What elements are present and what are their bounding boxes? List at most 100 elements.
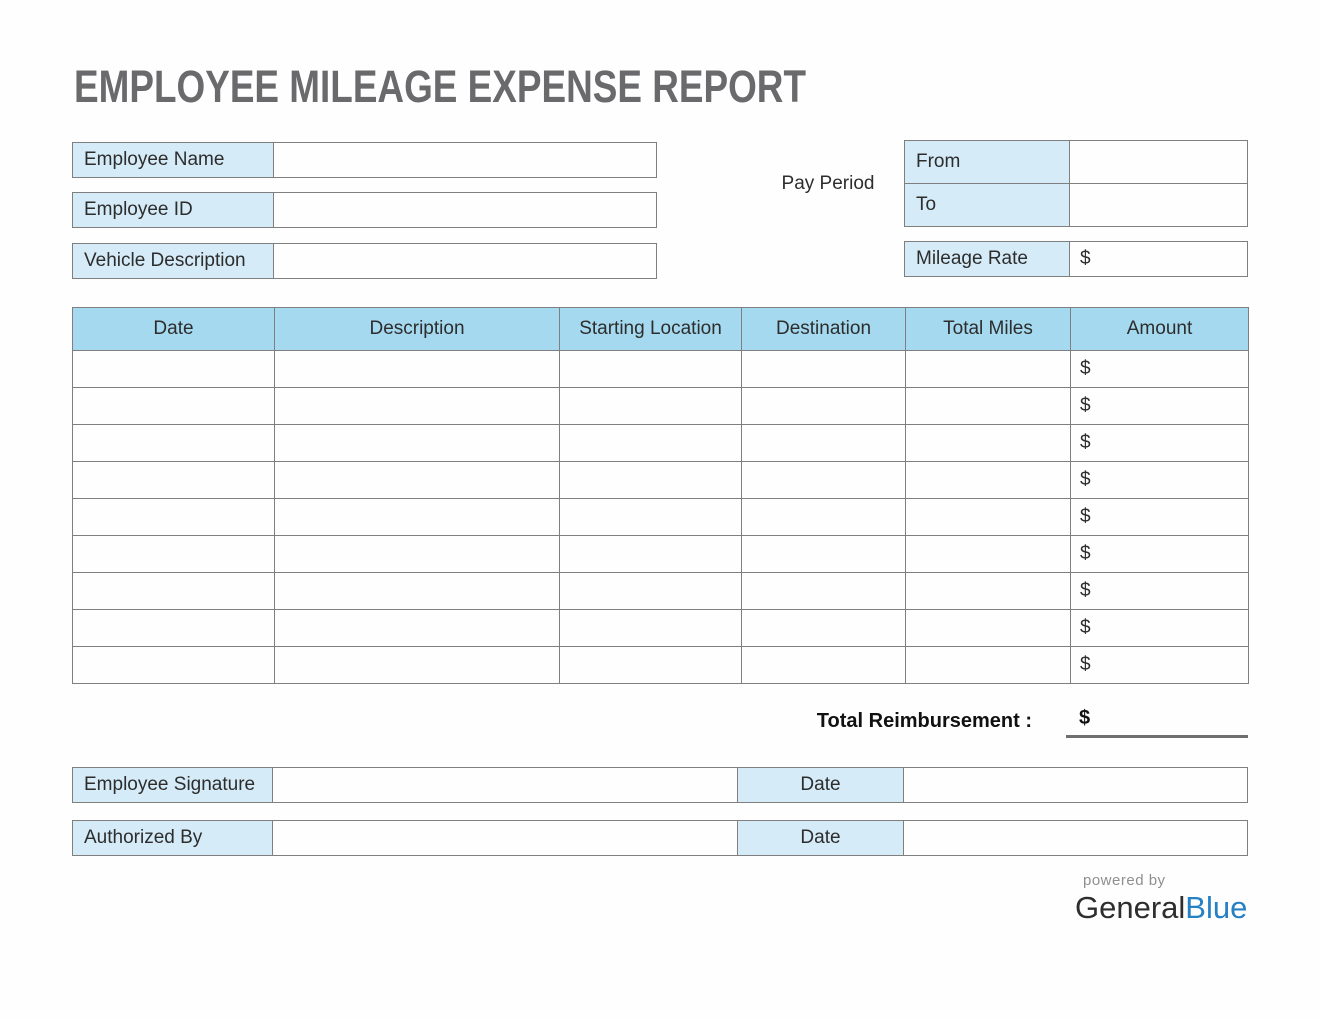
cell-description[interactable] (274, 350, 560, 388)
total-currency-symbol: $ (1079, 707, 1091, 729)
employee-signature-date-input[interactable] (903, 767, 1248, 803)
employee-name-input[interactable] (273, 142, 657, 178)
total-reimbursement-value[interactable]: $ (1066, 702, 1248, 738)
table-row: $ (72, 498, 1249, 536)
pay-period-from-label: From (904, 140, 1070, 184)
cell-starting_location[interactable] (559, 350, 742, 388)
cell-date[interactable] (72, 572, 275, 610)
cell-starting_location[interactable] (559, 535, 742, 573)
authorized-by-input[interactable] (272, 820, 738, 856)
cell-amount[interactable]: $ (1070, 609, 1249, 647)
column-header-amount: Amount (1070, 307, 1249, 351)
employee-signature-input[interactable] (272, 767, 738, 803)
brand-logo: GeneralBlue (1075, 890, 1248, 926)
cell-starting_location[interactable] (559, 498, 742, 536)
cell-description[interactable] (274, 424, 560, 462)
employee-name-row: Employee Name (72, 142, 657, 178)
employee-name-label: Employee Name (72, 142, 274, 178)
cell-total_miles[interactable] (905, 535, 1071, 573)
cell-amount[interactable]: $ (1070, 498, 1249, 536)
table-row: $ (72, 387, 1249, 425)
cell-description[interactable] (274, 646, 560, 684)
cell-amount[interactable]: $ (1070, 424, 1249, 462)
vehicle-description-input[interactable] (273, 243, 657, 279)
cell-date[interactable] (72, 535, 275, 573)
column-header-description: Description (274, 307, 560, 351)
employee-signature-row: Employee Signature Date (72, 767, 1248, 803)
brand-blue-text: Blue (1185, 890, 1248, 925)
table-row: $ (72, 609, 1249, 647)
cell-amount[interactable]: $ (1070, 535, 1249, 573)
table-row: $ (72, 535, 1249, 573)
cell-date[interactable] (72, 387, 275, 425)
pay-period-from-input[interactable] (1069, 140, 1248, 184)
cell-destination[interactable] (741, 572, 906, 610)
cell-total_miles[interactable] (905, 350, 1071, 388)
cell-destination[interactable] (741, 535, 906, 573)
vehicle-description-label: Vehicle Description (72, 243, 274, 279)
cell-date[interactable] (72, 350, 275, 388)
column-header-destination: Destination (741, 307, 906, 351)
cell-total_miles[interactable] (905, 461, 1071, 499)
table-row: $ (72, 424, 1249, 462)
cell-date[interactable] (72, 424, 275, 462)
cell-amount[interactable]: $ (1070, 646, 1249, 684)
brand-footer: powered by GeneralBlue (1075, 872, 1248, 926)
cell-description[interactable] (274, 572, 560, 610)
cell-destination[interactable] (741, 609, 906, 647)
pay-period-to-label: To (904, 183, 1070, 227)
cell-description[interactable] (274, 387, 560, 425)
cell-destination[interactable] (741, 424, 906, 462)
cell-amount[interactable]: $ (1070, 461, 1249, 499)
cell-starting_location[interactable] (559, 461, 742, 499)
vehicle-description-row: Vehicle Description (72, 243, 657, 279)
cell-destination[interactable] (741, 350, 906, 388)
table-row: $ (72, 646, 1249, 684)
cell-date[interactable] (72, 498, 275, 536)
cell-amount[interactable]: $ (1070, 350, 1249, 388)
cell-total_miles[interactable] (905, 609, 1071, 647)
cell-amount[interactable]: $ (1070, 572, 1249, 610)
authorized-by-row: Authorized By Date (72, 820, 1248, 856)
cell-total_miles[interactable] (905, 387, 1071, 425)
mileage-rate-row: Mileage Rate $ (904, 241, 1248, 277)
cell-destination[interactable] (741, 646, 906, 684)
cell-destination[interactable] (741, 498, 906, 536)
pay-period-to-input[interactable] (1069, 183, 1248, 227)
cell-description[interactable] (274, 609, 560, 647)
authorized-by-date-input[interactable] (903, 820, 1248, 856)
cell-total_miles[interactable] (905, 498, 1071, 536)
cell-total_miles[interactable] (905, 572, 1071, 610)
pay-period-label: Pay Period (781, 173, 875, 194)
expense-table: Date Description Starting Location Destinat… (72, 307, 1249, 684)
pay-period-box: From To (904, 140, 1248, 227)
employee-id-label: Employee ID (72, 192, 274, 228)
cell-date[interactable] (72, 461, 275, 499)
brand-general-text: General (1075, 890, 1186, 925)
cell-amount[interactable]: $ (1070, 387, 1249, 425)
expense-table-body: $ $ $ $ $ $ $ $ $ (72, 350, 1249, 684)
cell-description[interactable] (274, 535, 560, 573)
cell-starting_location[interactable] (559, 387, 742, 425)
cell-destination[interactable] (741, 387, 906, 425)
pay-period-to-row: To (904, 183, 1248, 227)
cell-starting_location[interactable] (559, 609, 742, 647)
mileage-rate-input[interactable]: $ (1069, 241, 1248, 277)
mileage-rate-label: Mileage Rate (904, 241, 1070, 277)
cell-total_miles[interactable] (905, 646, 1071, 684)
cell-starting_location[interactable] (559, 424, 742, 462)
total-reimbursement-label: Total Reimbursement : (816, 710, 1032, 732)
cell-description[interactable] (274, 461, 560, 499)
cell-total_miles[interactable] (905, 424, 1071, 462)
employee-signature-date-label: Date (737, 767, 904, 803)
cell-date[interactable] (72, 646, 275, 684)
cell-date[interactable] (72, 609, 275, 647)
cell-starting_location[interactable] (559, 572, 742, 610)
cell-destination[interactable] (741, 461, 906, 499)
column-header-date: Date (72, 307, 275, 351)
cell-starting_location[interactable] (559, 646, 742, 684)
employee-id-input[interactable] (273, 192, 657, 228)
cell-description[interactable] (274, 498, 560, 536)
table-row: $ (72, 350, 1249, 388)
